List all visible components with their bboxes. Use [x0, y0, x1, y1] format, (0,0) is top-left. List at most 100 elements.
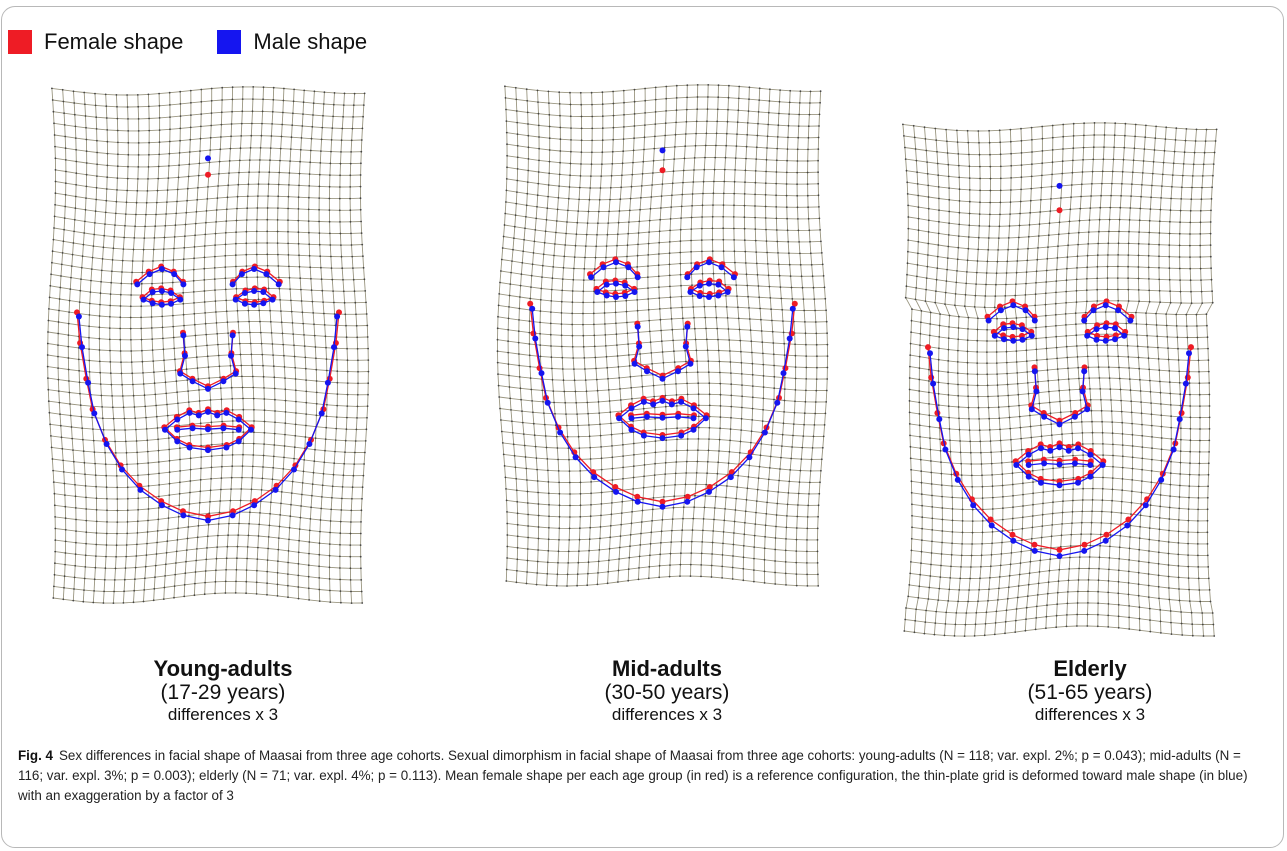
grid-node	[70, 265, 73, 267]
grid-node	[1006, 372, 1008, 375]
grid-node	[297, 231, 300, 234]
grid-node	[744, 169, 747, 172]
grid-node	[1188, 588, 1190, 591]
grid-node	[669, 285, 671, 288]
grid-node	[547, 184, 550, 186]
grid-node	[325, 346, 327, 349]
grid-node	[548, 503, 550, 506]
grid-node	[129, 327, 132, 330]
grid-node	[788, 252, 790, 255]
grid-node	[293, 344, 295, 347]
grid-node	[349, 544, 352, 546]
grid-node	[600, 514, 602, 517]
grid-node	[175, 380, 178, 383]
grid-node	[166, 414, 169, 417]
grid-node	[787, 136, 789, 139]
grid-node	[270, 489, 273, 492]
grid-node	[343, 301, 346, 304]
grid-node	[1099, 206, 1102, 209]
landmark-point	[235, 416, 242, 423]
grid-node	[990, 451, 992, 454]
grid-node	[173, 585, 176, 587]
landmark-point	[229, 512, 236, 519]
grid-node	[1015, 361, 1018, 363]
grid-node	[762, 386, 765, 388]
grid-node	[611, 479, 614, 481]
grid-node	[1028, 224, 1031, 226]
grid-node	[323, 461, 326, 464]
grid-node	[1167, 575, 1170, 578]
grid-node	[1070, 533, 1073, 536]
landmark-point	[684, 498, 691, 505]
grid-node	[151, 282, 153, 285]
grid-node	[981, 497, 984, 499]
grid-node	[290, 503, 292, 506]
grid-node	[1076, 267, 1078, 269]
grid-node	[716, 327, 719, 330]
grid-node	[203, 256, 206, 259]
grid-node	[928, 380, 930, 382]
landmark-point	[591, 474, 598, 481]
grid-node	[249, 331, 251, 334]
grid-node	[679, 262, 682, 265]
grid-node	[1177, 553, 1180, 556]
grid-node	[1001, 473, 1004, 476]
landmark-point	[291, 466, 297, 473]
grid-node	[1178, 256, 1181, 258]
grid-node	[528, 343, 531, 345]
grid-node	[213, 267, 216, 269]
grid-node	[576, 413, 578, 415]
grid-node	[731, 578, 734, 580]
grid-node	[1037, 247, 1039, 249]
landmark-point	[1090, 307, 1097, 314]
grid-node	[194, 234, 197, 237]
grid-node	[157, 449, 160, 452]
grid-node	[1017, 248, 1019, 251]
grid-node	[556, 573, 559, 576]
grid-node	[665, 439, 668, 442]
grid-node	[354, 451, 356, 454]
grid-node	[775, 514, 778, 516]
grid-node	[314, 346, 317, 348]
grid-node	[1099, 533, 1102, 536]
grid-node	[1006, 260, 1009, 263]
grid-node	[548, 515, 550, 518]
grid-node	[1061, 523, 1063, 525]
grid-node	[248, 159, 251, 162]
grid-col-line	[297, 90, 307, 599]
grid-node	[924, 138, 927, 140]
grid-node	[986, 351, 988, 353]
grid-node	[977, 317, 979, 320]
landmark-point	[91, 410, 98, 417]
grid-node	[617, 569, 620, 572]
grid-node	[64, 552, 67, 554]
grid-node	[203, 301, 206, 303]
grid-node	[1072, 499, 1074, 502]
grid-node	[931, 506, 934, 508]
grid-node	[528, 354, 531, 357]
grid-node	[1121, 421, 1124, 424]
grid-node	[566, 424, 568, 427]
grid-node	[237, 183, 240, 186]
grid-node	[294, 389, 297, 392]
grid-node	[1121, 170, 1124, 173]
grid-node	[735, 284, 738, 286]
grid-node	[989, 565, 992, 568]
grid-node	[88, 302, 91, 305]
grid-node	[309, 161, 312, 164]
grid-node	[804, 332, 807, 335]
grid-node	[57, 344, 59, 346]
grid-node	[1005, 361, 1008, 364]
grid-node	[498, 293, 501, 295]
grid-node	[250, 488, 253, 491]
grid-node	[651, 362, 653, 365]
grid-node	[329, 174, 331, 177]
grid-node	[158, 472, 160, 475]
grid-node	[272, 466, 275, 469]
grid-node	[189, 434, 192, 437]
grid-node	[266, 207, 269, 209]
grid-node	[991, 531, 994, 533]
grid-node	[589, 458, 592, 460]
grid-node	[532, 411, 534, 414]
grid-node	[339, 186, 341, 188]
